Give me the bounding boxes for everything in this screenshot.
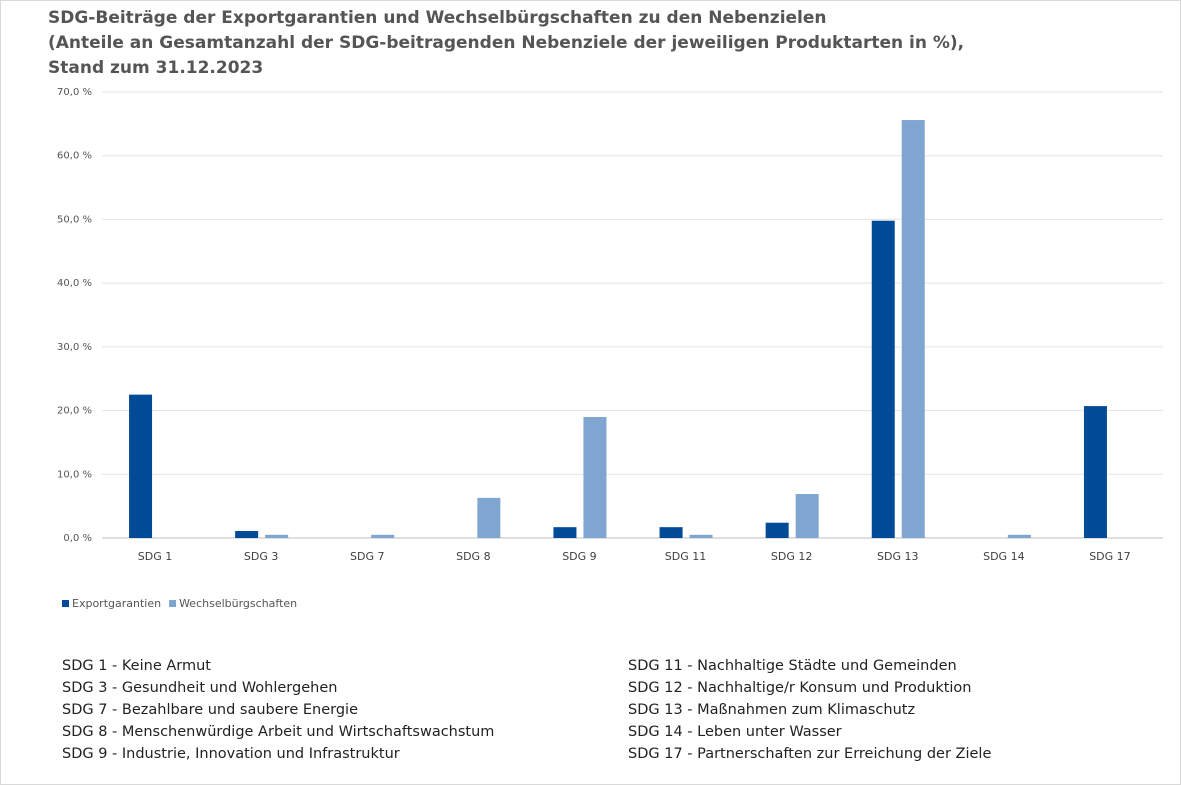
annotation: SDG 9 - Industrie, Innovation und Infras… xyxy=(62,746,400,762)
legend-label: Wechselbürgschaften xyxy=(179,597,297,610)
annotation: SDG 12 - Nachhaltige/r Konsum und Produk… xyxy=(628,680,972,696)
x-tick-label: SDG 13 xyxy=(877,550,918,563)
x-tick-label: SDG 8 xyxy=(456,550,490,563)
bar xyxy=(901,120,925,538)
annotation: SDG 7 - Bezahlbare und saubere Energie xyxy=(62,702,358,718)
y-tick-label: 40,0 % xyxy=(57,278,92,289)
x-tick-label: SDG 1 xyxy=(138,550,172,563)
y-tick-label: 60,0 % xyxy=(57,151,92,162)
chart-title: SDG-Beiträge der Exportgarantien und Wec… xyxy=(48,8,827,28)
bar xyxy=(553,527,577,538)
annotation: SDG 8 - Menschenwürdige Arbeit und Wirts… xyxy=(62,724,494,740)
annotation: SDG 1 - Keine Armut xyxy=(62,658,211,674)
bar xyxy=(477,497,501,538)
bar xyxy=(371,534,395,538)
bar xyxy=(689,534,713,538)
x-tick-label: SDG 12 xyxy=(771,550,812,563)
legend-swatch xyxy=(169,600,177,607)
bar xyxy=(235,530,259,538)
y-tick-label: 50,0 % xyxy=(57,214,92,225)
x-tick-label: SDG 11 xyxy=(665,550,706,563)
chart-title: (Anteile an Gesamtanzahl der SDG-beitrag… xyxy=(48,33,964,53)
bar xyxy=(265,534,289,538)
annotation: SDG 11 - Nachhaltige Städte und Gemeinde… xyxy=(628,658,957,674)
chart-title: Stand zum 31.12.2023 xyxy=(48,58,263,78)
x-tick-label: SDG 9 xyxy=(562,550,596,563)
annotation: SDG 17 - Partnerschaften zur Erreichung … xyxy=(628,746,991,762)
bar xyxy=(1007,534,1031,538)
bar xyxy=(129,394,153,538)
bar xyxy=(765,522,789,538)
annotation: SDG 14 - Leben unter Wasser xyxy=(628,724,842,740)
y-tick-label: 30,0 % xyxy=(57,342,92,353)
bar xyxy=(583,416,607,538)
x-tick-label: SDG 14 xyxy=(983,550,1024,563)
x-tick-label: SDG 3 xyxy=(244,550,278,563)
x-tick-label: SDG 7 xyxy=(350,550,384,563)
bar xyxy=(871,220,895,538)
bar xyxy=(1083,406,1107,538)
x-tick-label: SDG 17 xyxy=(1089,550,1130,563)
y-tick-label: 70,0 % xyxy=(57,87,92,98)
bar xyxy=(659,527,683,538)
y-tick-label: 10,0 % xyxy=(57,469,92,480)
y-tick-label: 0,0 % xyxy=(63,533,92,544)
bar xyxy=(795,494,819,538)
annotation: SDG 3 - Gesundheit und Wohlergehen xyxy=(62,680,337,696)
legend-label: Exportgarantien xyxy=(72,597,161,610)
y-tick-label: 20,0 % xyxy=(57,406,92,417)
annotation: SDG 13 - Maßnahmen zum Klimaschutz xyxy=(628,702,915,718)
legend-swatch xyxy=(62,600,69,607)
